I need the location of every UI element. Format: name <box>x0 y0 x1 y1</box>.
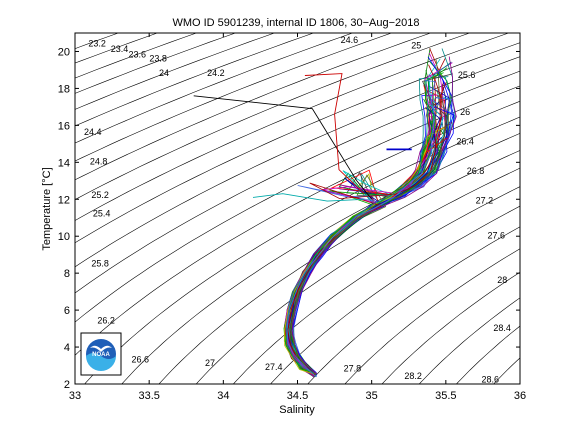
profile-line <box>285 72 444 374</box>
density-contour <box>381 271 520 384</box>
density-contour-label: 28 <box>497 275 507 285</box>
x-tick-label: 35.5 <box>435 390 456 402</box>
density-contour <box>75 42 520 244</box>
y-tick-label: 6 <box>64 305 70 317</box>
profile-outlier <box>252 193 365 202</box>
y-tick-label: 2 <box>64 379 70 391</box>
density-contour <box>75 33 393 162</box>
density-contours <box>75 33 520 384</box>
density-contour-label: 28.6 <box>482 375 500 385</box>
x-tick-label: 34 <box>217 390 229 402</box>
x-tick-label: 35 <box>366 390 378 402</box>
density-contour <box>75 85 520 323</box>
density-contour <box>75 70 520 294</box>
density-contour <box>307 226 520 384</box>
density-contour-labels: 23.2 23.423.6 23.8 24 24.2 24.4 24.6 24.8 25 25.2… <box>84 35 511 385</box>
density-contour-label: 27.2 <box>476 195 494 205</box>
density-contour <box>84 116 520 384</box>
density-contour <box>75 33 471 200</box>
density-contour-label: 24.2 <box>207 68 225 78</box>
x-axis-label: Salinity <box>279 404 315 416</box>
density-contour-label: 26.6 <box>132 354 150 364</box>
density-contour <box>75 33 276 110</box>
density-contour-label: 24.8 <box>90 157 108 167</box>
density-contour <box>455 325 520 384</box>
density-contour-label: 26.4 <box>456 136 474 146</box>
density-contour <box>75 33 315 127</box>
density-contour-label: 23.6 <box>129 50 147 60</box>
density-contour-label: 25.8 <box>91 258 109 268</box>
profile-line <box>286 80 436 377</box>
chart-title: WMO ID 5901239, internal ID 1806, 30−Aug… <box>172 17 419 29</box>
density-contour-label: 25.6 <box>458 70 476 80</box>
density-contour <box>75 33 432 181</box>
density-contour-label: 25.2 <box>91 190 109 200</box>
x-tick-label: 33 <box>69 390 81 402</box>
density-contour <box>75 100 520 356</box>
noaa-logo-gull-icon <box>90 345 112 352</box>
x-tick-label: 34.5 <box>287 390 308 402</box>
density-contour-label: 28.4 <box>493 323 511 333</box>
y-tick-label: 20 <box>58 46 70 58</box>
density-contour <box>75 33 237 94</box>
y-tick-label: 16 <box>58 120 70 132</box>
density-contour-label: 28.2 <box>404 371 422 381</box>
density-contour-label: 26 <box>460 107 470 117</box>
y-tick-label: 14 <box>58 157 70 169</box>
density-contour-label: 27 <box>205 358 215 368</box>
noaa-logo-text: NOAA <box>92 352 110 358</box>
x-tick-label: 36 <box>514 390 526 402</box>
argo-profiles <box>193 48 457 378</box>
density-contour-label: 23.2 <box>88 38 106 48</box>
density-contour <box>121 133 520 384</box>
x-axis-ticks: 33 33.5 34 34.5 35 35.5 36 <box>69 33 526 402</box>
density-contour <box>418 297 520 384</box>
density-contour-label: 23.8 <box>149 53 167 63</box>
density-contour-label: 26.2 <box>97 316 115 326</box>
density-contour <box>158 150 520 384</box>
density-contour-label: 26.8 <box>467 166 485 176</box>
density-contour-label: 23.4 <box>111 44 129 54</box>
y-tick-label: 4 <box>64 342 70 354</box>
profile-outlier <box>304 73 365 195</box>
y-tick-label: 10 <box>58 231 70 243</box>
noaa-logo-wave-icon <box>86 353 116 371</box>
noaa-logo: NOAA <box>80 332 122 376</box>
density-contour-label: 27.8 <box>344 364 362 374</box>
density-contour-label: 27.6 <box>488 231 506 241</box>
density-contour <box>75 33 354 144</box>
density-contour <box>75 56 520 268</box>
x-tick-label: 33.5 <box>138 390 159 402</box>
profile-line <box>287 64 443 375</box>
density-contour-label: 25 <box>411 40 421 50</box>
density-contour <box>75 33 510 221</box>
profile-line <box>285 61 452 374</box>
profile-outlier <box>193 95 373 200</box>
density-contour-label: 24 <box>159 68 169 78</box>
density-contour <box>270 205 520 384</box>
y-axis-label: Temperature [°C] <box>41 167 53 250</box>
density-contour-label: 27.4 <box>265 362 283 372</box>
density-contour-label: 24.6 <box>341 35 359 45</box>
density-contour <box>195 167 520 384</box>
y-tick-label: 8 <box>64 268 70 280</box>
density-contour-label: 25.4 <box>93 208 111 218</box>
y-tick-label: 12 <box>58 194 70 206</box>
density-contour-label: 24.4 <box>84 127 102 137</box>
density-contour <box>344 248 520 384</box>
y-tick-label: 18 <box>58 83 70 95</box>
